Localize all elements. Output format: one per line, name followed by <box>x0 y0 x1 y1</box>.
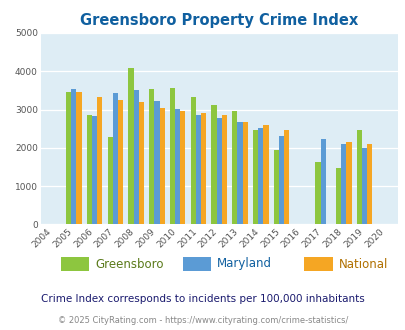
Bar <box>367 144 371 224</box>
Bar <box>71 89 76 224</box>
Bar <box>195 115 200 224</box>
Bar <box>200 113 206 224</box>
Bar <box>139 102 144 224</box>
Bar <box>113 93 118 224</box>
Bar <box>252 130 258 224</box>
Bar <box>92 116 97 224</box>
Bar <box>87 115 92 224</box>
Bar <box>242 122 247 224</box>
Bar <box>169 88 175 224</box>
Bar <box>273 150 278 224</box>
Bar <box>216 117 221 224</box>
Bar <box>175 109 180 224</box>
Title: Greensboro Property Crime Index: Greensboro Property Crime Index <box>80 13 358 28</box>
Bar <box>356 130 361 224</box>
Bar <box>159 108 164 224</box>
Bar <box>278 136 284 224</box>
Bar <box>180 111 185 224</box>
Bar <box>237 122 242 224</box>
Bar <box>128 68 133 224</box>
Text: Greensboro: Greensboro <box>95 257 164 271</box>
Bar <box>258 128 263 224</box>
Bar <box>341 144 345 224</box>
Bar <box>315 162 320 224</box>
Bar <box>66 92 71 224</box>
Bar <box>97 97 102 224</box>
Bar <box>345 142 351 224</box>
Bar <box>320 139 325 224</box>
Bar <box>361 148 367 224</box>
Bar <box>118 100 123 224</box>
Bar <box>76 92 81 224</box>
Bar <box>154 101 159 224</box>
Bar <box>221 115 226 224</box>
Bar <box>284 130 289 224</box>
Bar <box>263 125 268 224</box>
Text: Crime Index corresponds to incidents per 100,000 inhabitants: Crime Index corresponds to incidents per… <box>41 294 364 304</box>
Bar <box>232 111 237 224</box>
Bar <box>335 168 341 224</box>
Bar <box>149 88 154 224</box>
Bar <box>133 90 139 224</box>
Text: National: National <box>338 257 388 271</box>
Bar <box>107 137 113 224</box>
Bar <box>211 105 216 224</box>
Text: Maryland: Maryland <box>217 257 271 271</box>
Bar <box>190 97 195 224</box>
Text: © 2025 CityRating.com - https://www.cityrating.com/crime-statistics/: © 2025 CityRating.com - https://www.city… <box>58 315 347 325</box>
